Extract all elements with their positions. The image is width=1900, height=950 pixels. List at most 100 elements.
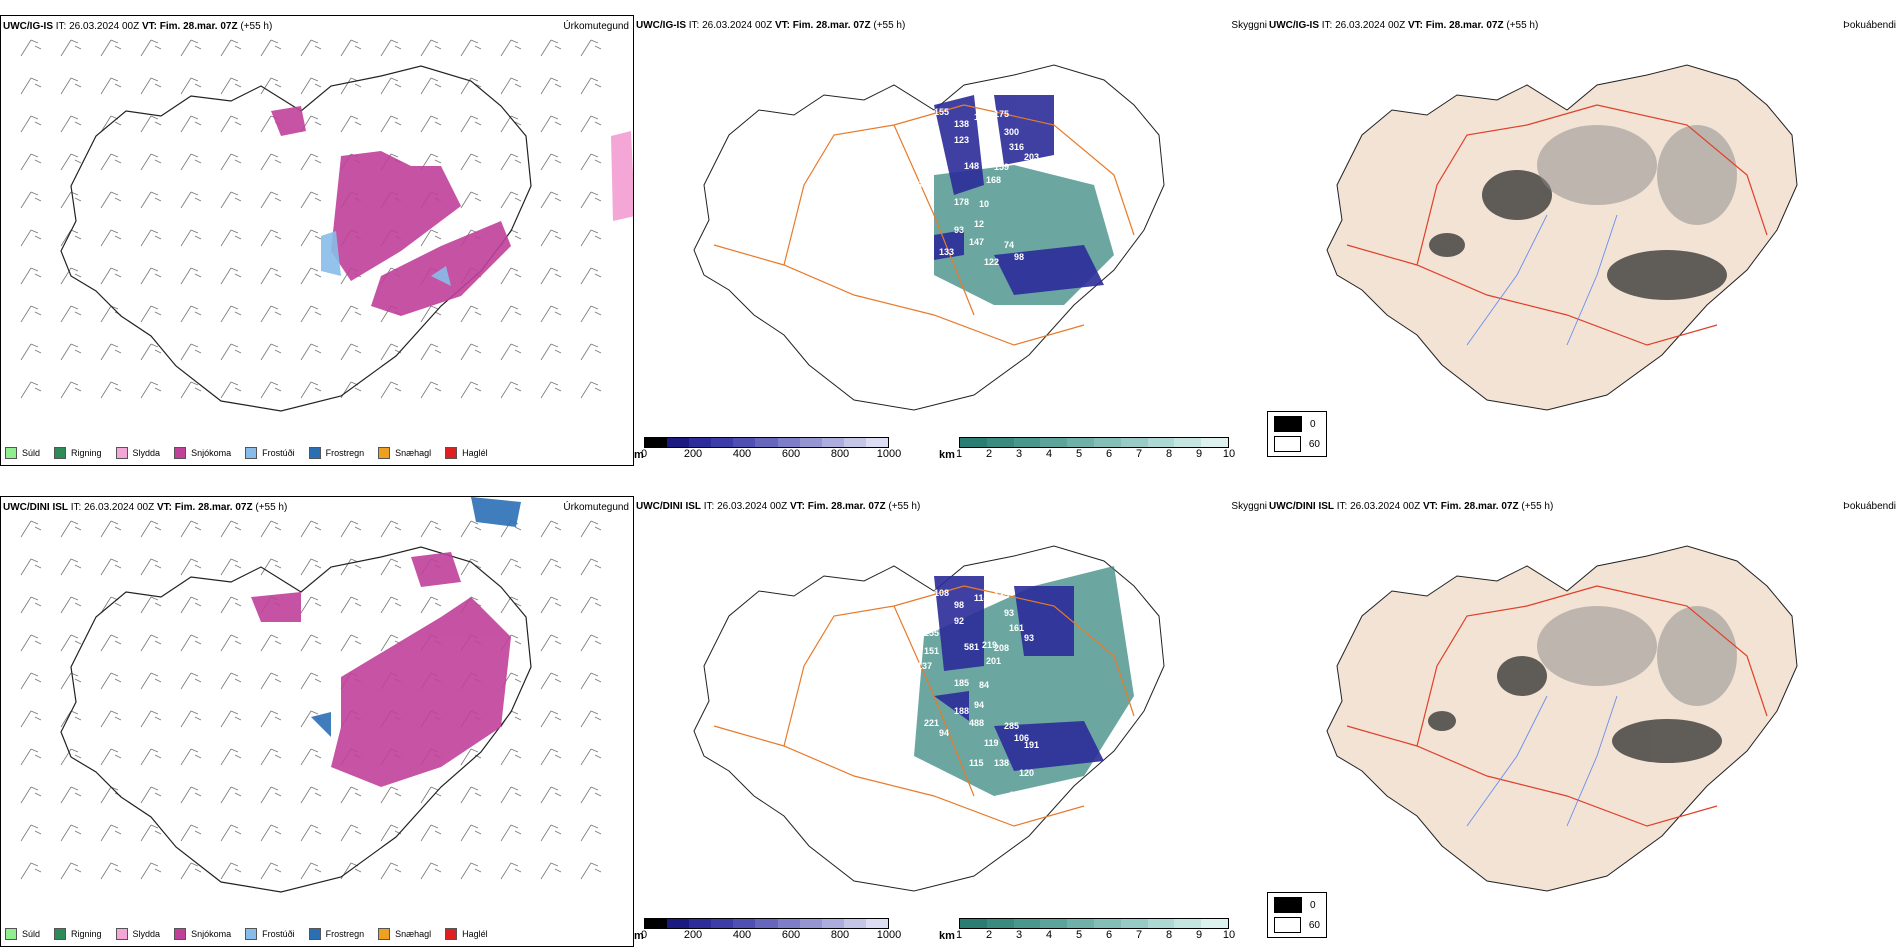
scale-swatch — [1201, 919, 1228, 928]
wind-barb — [20, 39, 42, 57]
legend-item: Súld — [5, 447, 40, 459]
wind-barb — [460, 381, 482, 399]
snow-depth-label: 147 — [969, 237, 984, 247]
cloud-key-row: 0 — [1274, 897, 1320, 913]
wind-barb — [140, 153, 162, 171]
legend-item: Snæhagl — [378, 928, 431, 940]
wind-barb — [100, 520, 122, 538]
wind-barb — [580, 115, 602, 133]
scale-swatch — [821, 438, 844, 447]
wind-barb — [220, 672, 242, 690]
panel-header: UWC/DINI ISL IT: 26.03.2024 00Z VT: Fim.… — [3, 502, 288, 513]
wind-barb — [300, 558, 322, 576]
snow-depth-label: 83 — [924, 237, 934, 247]
scale-swatch — [1040, 919, 1068, 928]
scale-swatch — [689, 919, 712, 928]
scale-swatch — [986, 438, 1014, 447]
scale-tick-label: 9 — [1195, 929, 1203, 941]
wind-barb — [500, 191, 522, 209]
wind-barb — [460, 305, 482, 323]
scale-swatch — [1040, 438, 1068, 447]
wind-barb — [340, 862, 362, 880]
wind-barb — [140, 267, 162, 285]
cloud-key-row: 60 — [1274, 917, 1320, 933]
wind-barb — [580, 710, 602, 728]
scale-tick-label: 3 — [1015, 929, 1023, 941]
wind-barb — [500, 558, 522, 576]
wind-barb — [140, 115, 162, 133]
wind-barb — [500, 115, 522, 133]
legend-item: Súld — [5, 928, 40, 940]
wind-barb — [20, 267, 42, 285]
scale-tick-label: 1 — [955, 448, 963, 460]
wind-barb — [180, 710, 202, 728]
snow-depth-label: 99 — [924, 608, 934, 618]
wind-barb — [460, 824, 482, 842]
freezing-rain-areas — [321, 231, 451, 286]
panel-header: UWC/IG-IS IT: 26.03.2024 00Z VT: Fim. 28… — [636, 20, 906, 31]
wind-barb — [580, 39, 602, 57]
wind-barb — [180, 381, 202, 399]
wind-barb — [180, 115, 202, 133]
wind-barb — [60, 596, 82, 614]
scale-swatch — [645, 919, 668, 928]
wind-barb — [260, 229, 282, 247]
wind-barb — [220, 229, 242, 247]
wind-barb — [380, 115, 402, 133]
scale-tick-label: 5 — [1075, 929, 1083, 941]
wind-barb — [100, 672, 122, 690]
wind-barb — [20, 520, 42, 538]
precip-legend: Súld Rigning Slydda Snjókoma Frostúði Frostre… — [5, 928, 502, 940]
road-network — [713, 104, 1135, 346]
snow-depth-label: 123 — [954, 135, 969, 145]
wind-barb — [540, 710, 562, 728]
panel-header: UWC/IG-IS IT: 26.03.2024 00Z VT: Fim. 28… — [1269, 20, 1539, 31]
wind-barb — [60, 824, 82, 842]
snow-depth-label: 178 — [954, 197, 969, 207]
legend-label: Rigning — [71, 929, 102, 939]
wind-barb — [460, 786, 482, 804]
wind-barb — [580, 596, 602, 614]
legend-label: Frostregn — [325, 448, 365, 458]
snow-depth-label: 316 — [1009, 142, 1024, 152]
legend-label: Snæhagl — [395, 929, 432, 939]
wind-barb — [260, 672, 282, 690]
panel-header: UWC/DINI ISL IT: 26.03.2024 00Z VT: Fim.… — [636, 501, 921, 512]
legend-swatch — [54, 928, 67, 940]
legend-swatch — [445, 928, 458, 940]
wind-barb — [60, 558, 82, 576]
scale-swatch — [1147, 919, 1175, 928]
rivers — [1466, 695, 1618, 827]
panel-title: Skyggni — [1231, 501, 1267, 512]
wind-barb — [340, 343, 362, 361]
snow-depth-label: 120 — [1019, 768, 1034, 778]
wind-barb — [100, 191, 122, 209]
wind-barb — [340, 115, 362, 133]
scale-swatch — [843, 919, 866, 928]
wind-barb — [220, 862, 242, 880]
wind-barb — [260, 862, 282, 880]
snow-depth-label: 203 — [1024, 152, 1039, 162]
wind-barb — [100, 710, 122, 728]
wind-barb — [300, 862, 322, 880]
legend-item: Frostúði — [245, 447, 295, 459]
scale-tick-label: 7 — [1135, 448, 1143, 460]
wind-barb — [20, 77, 42, 95]
wind-barb — [220, 710, 242, 728]
wind-barb — [60, 786, 82, 804]
snow-depth-label: 581 — [964, 642, 979, 652]
scale-tick-label: 1000 — [876, 448, 902, 460]
freezing-rain-areas — [311, 497, 521, 737]
wind-barb — [100, 229, 122, 247]
wind-barb — [100, 558, 122, 576]
wind-barb — [220, 153, 242, 171]
wind-barb — [220, 305, 242, 323]
wind-barb — [20, 634, 42, 652]
wind-barb — [140, 710, 162, 728]
legend-swatch — [115, 928, 128, 940]
snow-depth-label: 191 — [1024, 740, 1039, 750]
wind-barb — [220, 39, 242, 57]
wind-barb — [380, 596, 402, 614]
wind-barb — [180, 786, 202, 804]
snow-depth-label: 161 — [1009, 623, 1024, 633]
